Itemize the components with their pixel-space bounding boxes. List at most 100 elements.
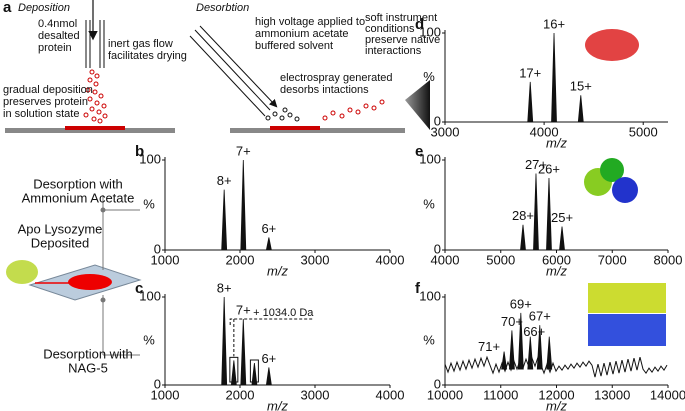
- y-tick-label: 100: [419, 288, 441, 303]
- voltage: high voltage applied to: [255, 16, 365, 28]
- peak: [501, 351, 508, 370]
- x-tick-label: 2000: [226, 252, 255, 267]
- y-axis-label: %: [423, 69, 435, 84]
- y-tick-label: 100: [139, 288, 161, 303]
- electrospray: electrospray generated: [280, 72, 393, 84]
- x-axis-label: m/z: [267, 263, 288, 278]
- noise-trace: [444, 355, 668, 378]
- soft: interactions: [365, 45, 422, 57]
- panel-letter: d: [415, 16, 424, 33]
- panel-letter: a: [3, 0, 12, 16]
- x-axis-label: m/z: [546, 135, 567, 150]
- peak: [265, 237, 272, 251]
- left-mid: Apo Lysozyme: [18, 221, 103, 236]
- inset-e: [600, 158, 624, 182]
- y-axis-label: %: [423, 332, 435, 347]
- deposition-diagram: [5, 0, 175, 133]
- x-tick-label: 4000: [530, 124, 559, 139]
- deposition-title: Deposition: [18, 2, 70, 14]
- x-axis-label: m/z: [546, 398, 567, 411]
- x-tick-label: 3000: [431, 124, 460, 139]
- y-tick-label: 0: [434, 241, 441, 256]
- protein: [6, 260, 38, 284]
- adduct-box: [229, 356, 239, 383]
- x-tick-label: 8000: [654, 252, 683, 267]
- x-tick-label: 2000: [226, 387, 255, 402]
- peak: [546, 177, 552, 251]
- left-top: Ammonium Acetate: [22, 190, 135, 205]
- droplets: [83, 69, 108, 124]
- plate: [230, 128, 405, 133]
- connector: [103, 209, 140, 356]
- peak-label: 26+: [538, 161, 560, 176]
- inset-d: [585, 29, 639, 61]
- protein-ions: [322, 99, 385, 121]
- x-tick-label: 12000: [538, 387, 574, 402]
- deposition-protein: desalted: [38, 30, 80, 42]
- panel-letter: c: [135, 280, 143, 297]
- voltage: buffered solvent: [255, 40, 333, 52]
- spectrum-panel: b 0 100% 1000 2000 3000 4000 m/z 8+ 7+ 6+: [135, 143, 404, 278]
- left-top: Desorption with: [33, 176, 123, 191]
- adduct-box: [249, 359, 259, 383]
- ms-inlet: [405, 80, 430, 130]
- gradual: preserves protein: [3, 96, 88, 108]
- peak-label: 17+: [519, 65, 541, 80]
- peak: [240, 318, 247, 386]
- peak-label: 69+: [510, 296, 532, 311]
- electrospray: desorbs intactions: [280, 84, 369, 96]
- voltage: ammonium acetate: [255, 28, 349, 40]
- left-bottom: NAG-5: [68, 360, 108, 375]
- peak: [546, 336, 553, 370]
- x-tick-label: 4000: [376, 387, 405, 402]
- y-tick-label: 0: [154, 241, 161, 256]
- x-tick-label: 1000: [151, 252, 180, 267]
- panel-letter: f: [415, 280, 421, 297]
- deposition-protein: 0.4nmol: [38, 18, 77, 30]
- peak: [527, 336, 534, 370]
- y-tick-label: 100: [419, 24, 441, 39]
- peak: [230, 360, 237, 386]
- peak: [517, 312, 524, 370]
- peak: [577, 95, 584, 123]
- peak: [251, 362, 258, 386]
- y-tick-label: 0: [154, 376, 161, 391]
- sample-spot: [65, 126, 125, 130]
- peak: [221, 189, 228, 251]
- peak-label: 15+: [570, 79, 592, 94]
- peak-label: 67+: [529, 309, 551, 324]
- y-axis-label: %: [143, 196, 155, 211]
- x-tick-label: 6000: [542, 252, 571, 267]
- gradual: in solution state: [3, 108, 79, 120]
- voltage-line: [199, 25, 278, 108]
- node: [100, 207, 106, 213]
- peak: [536, 325, 543, 370]
- x-tick-label: 5000: [486, 252, 515, 267]
- sample-spot: [270, 126, 320, 130]
- x-tick-label: 3000: [301, 252, 330, 267]
- x-tick-label: 1000: [151, 387, 180, 402]
- left-mid: Deposited: [31, 235, 90, 250]
- inset-f: [588, 283, 666, 313]
- adduct-bracket: [229, 318, 314, 357]
- node: [100, 297, 106, 303]
- peak-label: 7+: [236, 143, 251, 158]
- peak-label: 71+: [478, 339, 500, 354]
- x-tick-label: 4000: [376, 252, 405, 267]
- plate: [5, 128, 175, 133]
- peak: [508, 330, 515, 370]
- x-tick-label: 13000: [594, 387, 630, 402]
- panel-letter: e: [415, 143, 423, 160]
- x-tick-label: 11000: [483, 387, 518, 402]
- voltage-line: [189, 35, 266, 117]
- peak-label: 6+: [261, 221, 276, 236]
- voltage-line: [194, 29, 271, 111]
- left-bottom: Desorption with: [43, 346, 133, 361]
- gas-flow: inert gas flow: [108, 38, 173, 50]
- spot: [68, 274, 112, 290]
- structure-insets: [584, 29, 666, 346]
- spectrum-panel: e 0 100% 4000 5000 6000 7000 8000 m/z 28+ 27+26+ 25…: [415, 143, 682, 278]
- peak: [551, 32, 557, 123]
- y-tick-label: 0: [434, 376, 441, 391]
